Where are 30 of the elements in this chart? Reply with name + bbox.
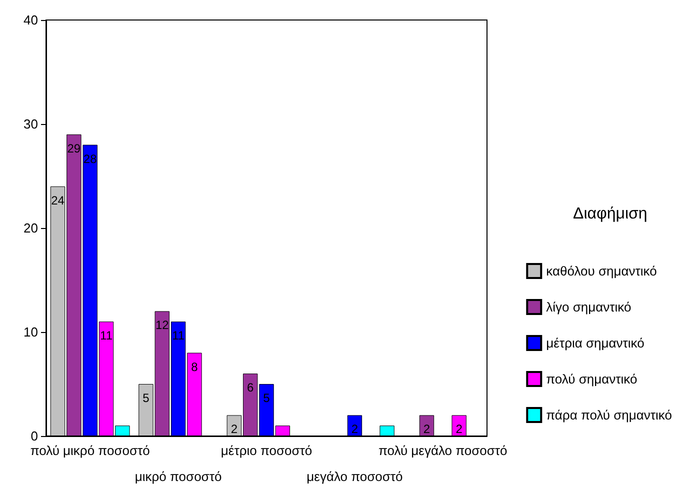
data-label: 2 [230, 422, 238, 436]
data-label: 11 [100, 328, 113, 343]
legend-label: πάρα πολύ σημαντικό [546, 408, 672, 422]
x-tick-label: πολύ μεγάλο ποσοστό [378, 443, 508, 458]
data-label: 28 [83, 152, 98, 166]
y-tick-label: 0 [30, 428, 38, 444]
x-tick-label: μικρό ποσοστό [134, 469, 222, 484]
data-label: 2 [456, 422, 463, 436]
data-label: 29 [67, 141, 81, 156]
legend-label: καθόλου σημαντικό [546, 264, 657, 278]
data-label: 5 [263, 391, 270, 405]
legend-title: Διαφήμιση [573, 206, 648, 222]
legend-label: μέτρια σημαντικό [546, 336, 644, 350]
data-label: 8 [191, 360, 198, 374]
data-label: 5 [142, 391, 150, 405]
data-label: 12 [155, 318, 170, 332]
data-label: 24 [51, 193, 65, 208]
data-label: 2 [423, 422, 430, 436]
x-tick-label: μέτριο ποσοστό [220, 443, 312, 458]
data-label: 11 [172, 328, 185, 343]
y-tick-label: 20 [24, 220, 38, 236]
legend-label: πολύ σημαντικό [546, 372, 638, 386]
data-label: 6 [246, 380, 254, 395]
x-tick-label: πολύ μικρό ποσοστό [30, 443, 150, 458]
legend-label: λίγο σημαντικό [546, 300, 632, 314]
y-tick-label: 10 [24, 324, 38, 340]
y-tick-label: 30 [24, 116, 38, 132]
x-tick-label: μεγάλο ποσοστό [306, 469, 403, 484]
data-label: 2 [351, 422, 358, 436]
y-tick-label: 40 [24, 12, 38, 28]
